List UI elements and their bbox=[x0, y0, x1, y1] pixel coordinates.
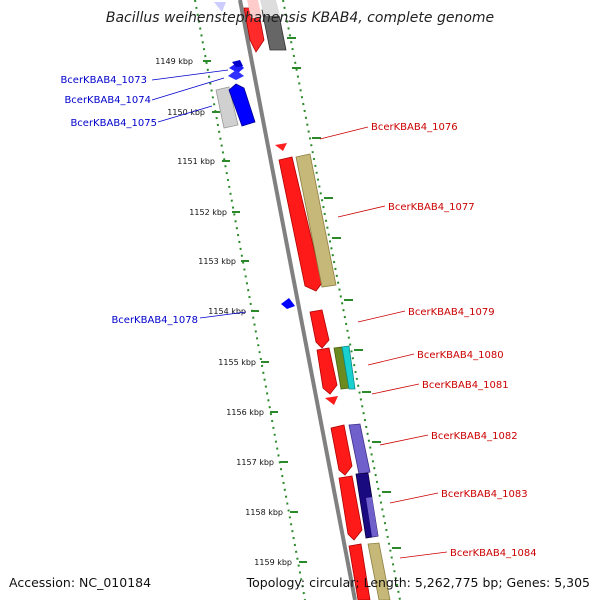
gene-1079[interactable] bbox=[309, 309, 330, 349]
gene-label-1074[interactable]: BcerKBAB4_1074 bbox=[64, 95, 151, 106]
gene-1077-group[interactable] bbox=[278, 153, 337, 292]
gene-label-1076[interactable]: BcerKBAB4_1076 bbox=[371, 122, 458, 133]
accession-text: Accession: NC_010184 bbox=[9, 575, 152, 590]
gene-label-1080[interactable]: BcerKBAB4_1080 bbox=[417, 350, 504, 361]
leader-lines bbox=[151, 69, 448, 559]
gene-label-1079[interactable]: BcerKBAB4_1079 bbox=[408, 307, 495, 318]
tick-label-1149: 1149 kbp bbox=[155, 57, 193, 66]
gene-label-1078[interactable]: BcerKBAB4_1078 bbox=[111, 315, 198, 326]
tick-label-1156: 1156 kbp bbox=[226, 408, 264, 417]
backbone-line bbox=[238, 0, 357, 600]
gene-label-1073[interactable]: BcerKBAB4_1073 bbox=[60, 75, 147, 86]
gene-label-1082[interactable]: BcerKBAB4_1082 bbox=[431, 431, 518, 442]
gene-label-1077[interactable]: BcerKBAB4_1077 bbox=[388, 202, 475, 213]
gene-1078[interactable] bbox=[281, 298, 295, 309]
gene-labels: BcerKBAB4_1073 BcerKBAB4_1074 BcerKBAB4_… bbox=[60, 75, 536, 559]
tick-label-1153: 1153 kbp bbox=[198, 257, 236, 266]
gene-1075[interactable] bbox=[215, 83, 256, 129]
page-title: Bacillus weihenstephanensis KBAB4, compl… bbox=[105, 10, 495, 26]
tick-label-1159: 1159 kbp bbox=[254, 558, 292, 567]
tick-label-1157: 1157 kbp bbox=[236, 458, 274, 467]
gene-label-1081[interactable]: BcerKBAB4_1081 bbox=[422, 380, 509, 391]
gene-1080-group[interactable] bbox=[316, 345, 356, 395]
summary-text: Topology: circular; Length: 5,262,775 bp… bbox=[246, 575, 590, 590]
gene-small-1150[interactable] bbox=[275, 143, 287, 151]
tick-label-1158: 1158 kbp bbox=[245, 508, 283, 517]
tick-label-1150: 1150 kbp bbox=[167, 108, 205, 117]
gene-label-1084[interactable]: BcerKBAB4_1084 bbox=[450, 548, 537, 559]
tick-labels: 1149 kbp 1150 kbp 1151 kbp 1152 kbp 1153… bbox=[155, 57, 292, 567]
tick-label-1155: 1155 kbp bbox=[218, 358, 256, 367]
gene-label-1075[interactable]: BcerKBAB4_1075 bbox=[70, 118, 157, 129]
gene-1074[interactable] bbox=[228, 70, 244, 80]
gene-1081[interactable] bbox=[325, 396, 338, 405]
gene-1084-group[interactable] bbox=[348, 542, 391, 600]
tick-label-1151: 1151 kbp bbox=[177, 157, 215, 166]
tick-label-1152: 1152 kbp bbox=[189, 208, 227, 217]
gene-label-1083[interactable]: BcerKBAB4_1083 bbox=[441, 489, 528, 500]
tick-marks bbox=[203, 37, 401, 563]
tick-label-1154: 1154 kbp bbox=[208, 307, 246, 316]
gene-1083-group[interactable] bbox=[338, 472, 379, 541]
gene-1073[interactable] bbox=[229, 60, 244, 73]
gene-partial-top bbox=[214, 0, 287, 53]
gene-1082-group[interactable] bbox=[330, 423, 371, 476]
